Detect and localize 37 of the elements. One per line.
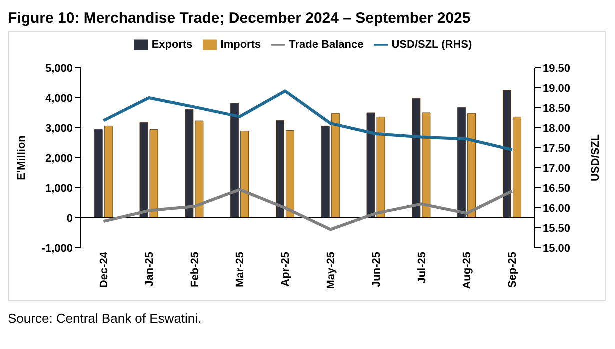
x-tick-label: Aug-25 [462,252,474,290]
y-axis-title: E'Million [16,135,28,180]
x-tick-label: Mar-25 [234,252,247,288]
legend-label: Imports [220,38,262,51]
y-tick-label: 2,000 [45,152,73,165]
y-tick-label: 0 [66,212,73,225]
x-tick-label: Dec-24 [98,251,111,288]
y2-tick-label: 18.00 [543,122,571,135]
y-tick-label: 4,000 [45,92,73,105]
x-tick-label: Apr-25 [280,252,292,287]
y2-tick-label: 18.50 [543,102,571,115]
y2-axis-title: USD/SZL [590,134,602,182]
chart-title: Figure 10: Merchandise Trade; December 2024 – September 2025 [8,9,472,29]
y-tick-label: 3,000 [45,122,73,135]
y2-tick-label: 15.50 [543,222,571,235]
x-tick-label: Sep-25 [507,252,520,288]
y2-tick-label: 17.00 [543,162,571,175]
y2-tick-label: 16.00 [543,202,571,215]
x-tick-label: Jan-25 [144,252,156,287]
x-tick-label: Jul-25 [416,252,428,284]
x-tick-label: Feb-25 [189,252,202,288]
y2-tick-label: 19.50 [543,62,571,75]
line-series [102,188,514,232]
legend-label: Trade Balance [289,38,364,51]
x-tick-label: Jun-25 [370,252,383,288]
y2-tick-label: 15.00 [543,242,571,255]
source-note: Source: Central Bank of Eswatini. [8,311,203,326]
y2-tick-label: 19.00 [543,82,571,95]
y-tick-label: 1,000 [45,182,73,195]
x-tick-label: May-25 [326,252,338,290]
y-tick-label: -1,000 [42,242,73,255]
legend-label: Exports [152,38,193,51]
y2-tick-label: 17.50 [543,142,571,155]
line-series [102,90,514,152]
y-tick-label: 5,000 [45,62,73,75]
y2-tick-label: 16.50 [543,182,571,195]
legend-label: USD/SZL (RHS) [392,38,472,51]
